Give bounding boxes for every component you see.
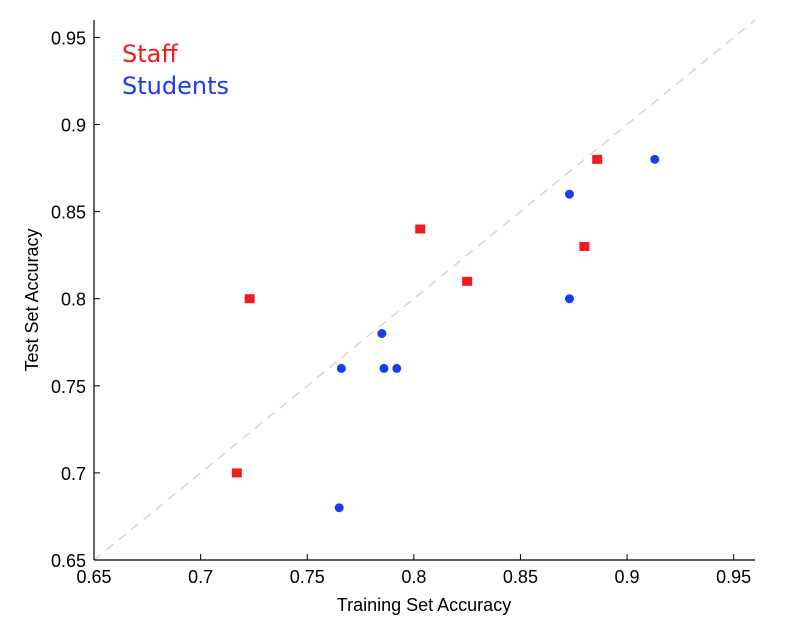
x-axis-label: Training Set Accuracy bbox=[337, 595, 511, 615]
point-staff bbox=[462, 276, 473, 286]
x-tick-label: 0.75 bbox=[290, 567, 325, 587]
diagonal-reference-layer bbox=[93, 19, 756, 561]
legend-entry-students: Students bbox=[122, 72, 229, 100]
y-tick-label: 0.95 bbox=[51, 28, 86, 48]
point-staff bbox=[579, 241, 590, 251]
legend-entry-staff: Staff bbox=[122, 40, 178, 68]
point-students bbox=[379, 363, 389, 373]
tick-layer: 0.65 0.7 0.75 0.8 0.85 0.9 0.95 0.65 0.7 0.75 0.8 0… bbox=[51, 28, 751, 587]
data-points bbox=[231, 154, 660, 513]
x-tick-label: 0.7 bbox=[188, 567, 213, 587]
x-tick-label: 0.65 bbox=[76, 567, 111, 587]
x-tick-label: 0.95 bbox=[716, 567, 751, 587]
point-students bbox=[334, 503, 344, 513]
x-tick-label: 0.85 bbox=[503, 567, 538, 587]
point-students bbox=[650, 154, 660, 164]
point-staff bbox=[415, 224, 426, 234]
point-staff bbox=[231, 468, 242, 478]
point-students bbox=[564, 294, 574, 304]
point-staff bbox=[244, 294, 255, 304]
y-tick-label: 0.85 bbox=[51, 203, 86, 223]
y-tick-label: 0.9 bbox=[61, 116, 86, 136]
axes bbox=[93, 20, 755, 561]
point-students bbox=[564, 189, 574, 199]
x-tick-label: 0.8 bbox=[401, 567, 426, 587]
y-tick-label: 0.75 bbox=[51, 377, 86, 397]
y-tick-label: 0.7 bbox=[61, 464, 86, 484]
diagonal-reference-line bbox=[93, 19, 756, 561]
y-axis-label: Test Set Accuracy bbox=[22, 228, 42, 371]
y-tick-label: 0.8 bbox=[61, 290, 86, 310]
point-staff bbox=[592, 154, 603, 164]
x-tick-label: 0.9 bbox=[615, 567, 640, 587]
legend: Staff Students bbox=[122, 40, 229, 100]
point-students bbox=[392, 363, 402, 373]
point-students bbox=[377, 329, 387, 339]
y-tick-label: 0.65 bbox=[51, 551, 86, 571]
point-students bbox=[336, 363, 346, 373]
